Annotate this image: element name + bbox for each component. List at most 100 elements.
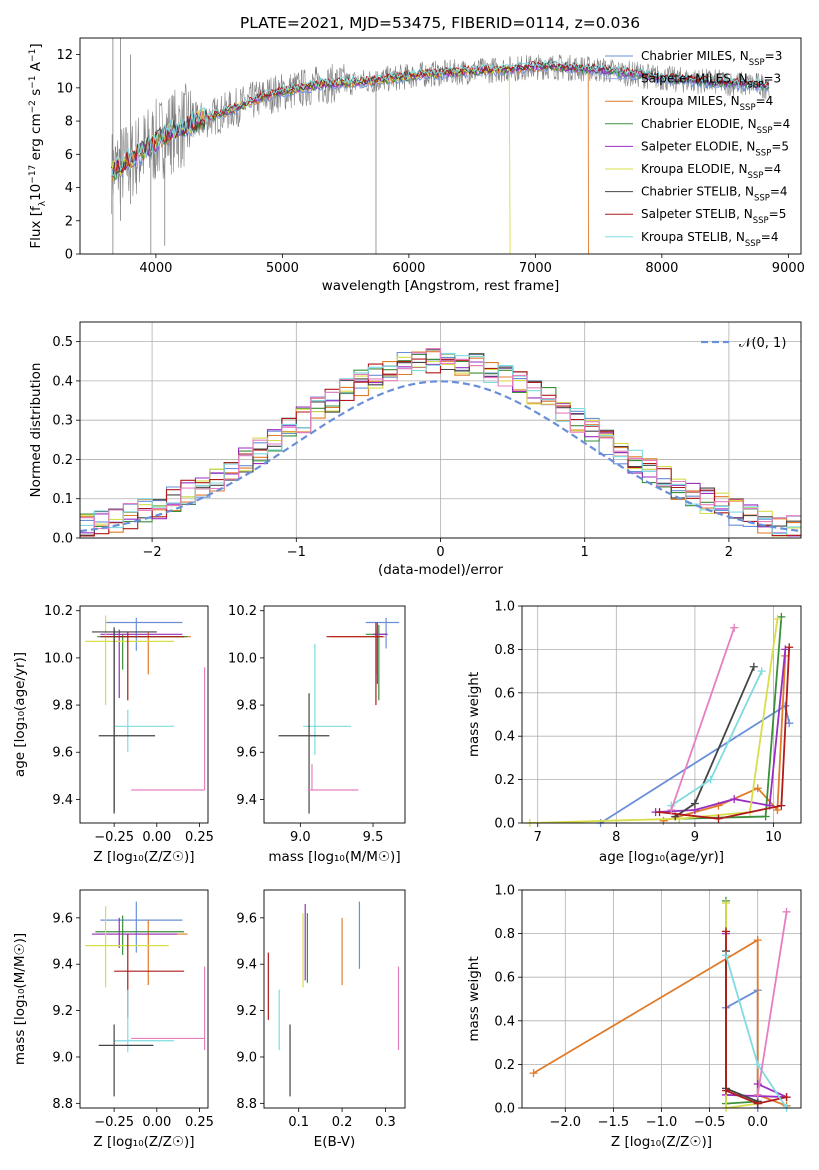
y-axis-label: Normed distribution	[28, 363, 44, 498]
histogram-step	[80, 358, 801, 537]
legend-label: Chabrier ELODIE, NSSP=4	[641, 117, 790, 136]
weight-point-marker	[777, 801, 786, 810]
y-tick-label: 4	[65, 181, 73, 196]
y-axis-label: age [log₁₀(age/yr)]	[12, 652, 28, 777]
x-tick-label: 7000	[519, 261, 552, 276]
y-tick-label: 6	[65, 148, 73, 163]
normal-curve	[79, 380, 802, 533]
x-tick-label: 9.0	[290, 830, 311, 845]
weight-series-line	[529, 618, 779, 823]
legend-label-text: Kroupa STELIB, N	[641, 230, 745, 244]
axes-frame	[79, 889, 209, 1109]
y-axis-label: Flux [fλ10−17 erg cm−2 s−1 A−1]	[28, 43, 48, 248]
x-tick-label: −1.0	[646, 1115, 678, 1130]
weight-point-marker	[721, 899, 730, 908]
weight-point-marker	[655, 808, 664, 817]
legend-label: Salpeter ELODIE, NSSP=5	[641, 139, 789, 158]
legend-label-sub: SSP	[740, 103, 756, 113]
legend-label-tail: =4	[770, 185, 788, 199]
y-axis-label-part: s	[28, 89, 44, 100]
y-tick-label: 10	[56, 81, 73, 96]
panels: 4000 5000 6000 7000 8000 9000024681012wavelen…	[12, 37, 805, 1150]
x-tick-label: 6000	[392, 261, 425, 276]
y-axis-label-part: −1	[28, 75, 38, 88]
legend-label-sub: SSP	[748, 81, 764, 91]
weight-point-marker	[753, 784, 762, 793]
x-tick-label: −0.25	[94, 830, 134, 845]
y-tick-label: 9.4	[236, 958, 257, 973]
y-tick-label: 0.4	[52, 374, 73, 389]
y-tick-label: 0.2	[494, 1058, 515, 1073]
x-tick-label: 0.2	[332, 1115, 353, 1130]
weight-series-line	[725, 931, 787, 1105]
x-tick-label: 0.3	[375, 1115, 396, 1130]
x-tick-label: 0.25	[185, 830, 214, 845]
x-tick-label: −2	[143, 545, 162, 560]
x-axis-label: mass [log₁₀(M/M☉)]	[268, 849, 400, 865]
y-axis-label-part: −2	[28, 100, 38, 113]
weight-point-marker	[753, 1099, 762, 1108]
y-tick-label: 9.0	[52, 1050, 73, 1065]
age_vs_Z-panel: −0.25 0.00 0.25 9.4 9.6 9.8 10.0 10.2 Z [log₁₀(Z…	[12, 604, 214, 865]
weight-point-marker	[753, 936, 762, 945]
x-axis-label: age [log₁₀(age/yr)]	[599, 849, 724, 865]
y-tick-label: 0.3	[52, 414, 73, 429]
legend-label: Salpeter MILES, NSSP=3	[641, 72, 781, 91]
y-tick-label: 0.2	[52, 453, 73, 468]
histogram-step	[80, 352, 801, 535]
weight-point-marker	[757, 667, 766, 676]
x-axis-label: Z [log₁₀(Z/Z☉)]	[93, 1134, 194, 1150]
y-tick-label: 0	[65, 248, 73, 263]
histogram-step	[80, 348, 801, 530]
y-tick-label: 0.6	[494, 686, 515, 701]
y-tick-label: 9.6	[236, 911, 257, 926]
y-tick-label: 0.4	[494, 1014, 515, 1029]
spectrum-model-line	[111, 59, 769, 178]
x-tick-label: 1	[581, 545, 589, 560]
x-tick-label: 4000	[139, 261, 172, 276]
y-tick-label: 10.0	[228, 651, 257, 666]
legend-label-sub: SSP	[753, 216, 769, 226]
legend-label-sub: SSP	[748, 171, 764, 181]
x-tick-label: 9.5	[363, 830, 384, 845]
x-tick-label: 2	[725, 545, 733, 560]
y-axis-label-part: ]	[28, 43, 44, 48]
y-axis-label-part: erg cm	[28, 113, 44, 164]
weight_vs_Z-panel: −2.0 −1.5 −1.0 −0.5 0.0 0.0 0.2 0.4 0.6 0.8 1.0 Z […	[466, 884, 802, 1150]
y-tick-label: 1.0	[494, 884, 515, 899]
legend-label-tail: =3	[765, 49, 783, 63]
legend-label-tail: =5	[769, 207, 787, 221]
y-tick-label: 0.0	[494, 817, 515, 832]
x-axis-label: Z [log₁₀(Z/Z☉)]	[93, 849, 194, 865]
x-tick-label: −2.0	[550, 1115, 582, 1130]
legend-label: Kroupa STELIB, NSSP=4	[641, 230, 779, 249]
age_vs_mass-panel: 9.0 9.5 9.4 9.6 9.8 10.0 10.2 mass [log₁₀(M/M☉)…	[228, 604, 406, 865]
weight-point-marker	[721, 951, 730, 960]
legend-label-tail: =4	[763, 162, 781, 176]
y-tick-label: 9.8	[236, 699, 257, 714]
y-axis-label-part: −17	[28, 165, 38, 184]
weight-point-marker	[749, 662, 758, 671]
x-tick-label: 10	[765, 830, 782, 845]
axes-frame	[79, 321, 802, 539]
y-tick-label: 8.8	[52, 1097, 73, 1112]
legend-label-sub: SSP	[757, 126, 773, 136]
y-tick-label: 1.0	[494, 600, 515, 615]
legend-label-text: Chabrier MILES, N	[641, 49, 749, 63]
weight-point-marker	[706, 775, 715, 784]
legend-label-text: Salpeter ELODIE, N	[641, 139, 755, 153]
y-tick-label: 0.6	[494, 971, 515, 986]
x-tick-label: 0.25	[185, 1115, 214, 1130]
legend-label-text: Chabrier STELIB, N	[641, 185, 754, 199]
y-tick-label: 12	[56, 48, 73, 63]
axes-frame	[521, 889, 802, 1109]
weight-point-marker	[782, 1093, 791, 1102]
y-tick-label: 9.6	[236, 746, 257, 761]
weight-point-marker	[773, 615, 782, 624]
legend-label: Chabrier MILES, NSSP=3	[641, 49, 782, 68]
y-tick-label: 0.8	[494, 927, 515, 942]
y-tick-label: 0.8	[494, 643, 515, 658]
x-axis-label: wavelength [Angstrom, rest frame]	[322, 278, 560, 294]
x-tick-label: 9000	[772, 261, 805, 276]
